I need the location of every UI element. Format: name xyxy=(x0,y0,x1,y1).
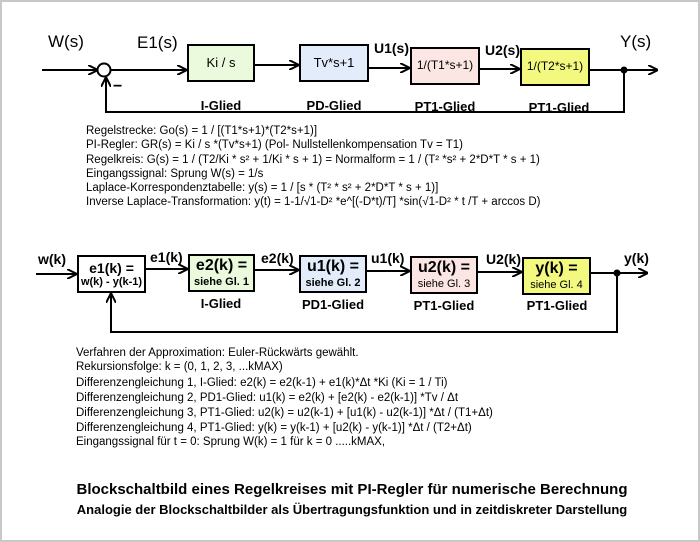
figure-title: Blockschaltbild eines Regelkreises mit P… xyxy=(76,481,628,498)
equation-line: Differenzengleichung 3, PT1-Glied: u2(k)… xyxy=(76,407,493,419)
feedback-line xyxy=(106,70,625,113)
block-pt1-a: 1/(T1*s+1) xyxy=(410,47,480,85)
branch-point-discrete xyxy=(613,269,621,277)
block-e1k-text: e1(k) = xyxy=(89,259,134,276)
block-pt1-b: 1/(T2*s+1) xyxy=(520,48,590,86)
block-e2k-text: e2(k) = xyxy=(195,257,248,275)
equation-line: Rekursionsfolge: k = (0, 1, 2, 3, ...kMA… xyxy=(76,361,283,373)
block-u1k-sub: siehe Gl. 2 xyxy=(305,276,361,289)
block-pd-text: Tv*s+1 xyxy=(313,54,355,70)
branch-point xyxy=(620,66,628,74)
block-u2k: u2(k) = siehe Gl. 3 xyxy=(410,256,478,294)
signal-u1k: u1(k) xyxy=(371,250,405,266)
signal-y: Y(s) xyxy=(620,32,652,51)
equation-line: Inverse Laplace-Transformation: y(t) = 1… xyxy=(86,196,541,208)
equation-line: Regelstrecke: Go(s) = 1 / [(T1*s+1)*(T2*… xyxy=(86,125,318,137)
equation-line: Laplace-Korrespondenztabelle: y(s) = 1 /… xyxy=(86,182,439,194)
signal-e1: E1(s) xyxy=(137,33,178,52)
block-yk-sub: siehe Gl. 4 xyxy=(530,278,583,291)
signal-e2k: e2(k) xyxy=(261,250,294,266)
label-pt1-b-discrete: PT1-Glied xyxy=(526,298,588,313)
equation-line: Differenzengleichung 4, PT1-Glied: y(k) … xyxy=(76,422,472,434)
signal-u2k: U2(k) xyxy=(486,251,522,267)
block-e2k: e2(k) = siehe Gl. 1 xyxy=(188,254,255,292)
block-u2k-text: u2(k) = xyxy=(417,259,470,277)
signal-u1: U1(s) xyxy=(374,40,410,56)
equation-line: Differenzengleichung 1, I-Glied: e2(k) =… xyxy=(76,377,448,389)
signal-yk: y(k) xyxy=(624,250,649,266)
block-i-text: Ki / s xyxy=(206,54,236,70)
equation-line: Differenzengleichung 2, PD1-Glied: u1(k)… xyxy=(76,392,459,404)
label-pt1-a: PT1-Glied xyxy=(414,99,476,114)
signal-w: W(s) xyxy=(48,32,84,51)
block-u1k: u1(k) = siehe Gl. 2 xyxy=(299,255,367,293)
figure-subtitle: Analogie der Blockschaltbilder als Übert… xyxy=(76,502,628,517)
signal-e1k: e1(k) xyxy=(150,249,183,265)
block-i: Ki / s xyxy=(187,44,255,82)
block-pt1-a-text: 1/(T1*s+1) xyxy=(416,58,474,73)
equation-line: Eingangssignal für t = 0: Sprung W(k) = … xyxy=(76,436,386,448)
signal-wk: w(k) xyxy=(38,251,66,267)
block-yk: y(k) = siehe Gl. 4 xyxy=(522,257,591,295)
block-pd: Tv*s+1 xyxy=(299,44,369,82)
equation-line: Regelkreis: G(s) = 1 / (T2/Ki * s² + 1/K… xyxy=(86,154,540,166)
label-i: I-Glied xyxy=(200,98,242,113)
minus-sign: − xyxy=(113,78,123,95)
equation-line: Verfahren der Approximation: Euler-Rückw… xyxy=(76,347,359,359)
block-e1k-sub: w(k) - y(k-1) xyxy=(80,275,143,288)
block-e1k: e1(k) = w(k) - y(k-1) xyxy=(77,255,146,293)
label-pd: PD-Glied xyxy=(306,98,362,113)
block-pt1-b-text: 1/(T2*s+1) xyxy=(526,59,584,74)
block-e2k-sub: siehe Gl. 1 xyxy=(193,275,250,288)
signal-u2: U2(s) xyxy=(485,42,521,58)
label-pd1-discrete: PD1-Glied xyxy=(301,297,365,312)
label-i-discrete: I-Glied xyxy=(200,296,242,311)
equation-line: Eingangssignal: Sprung W(s) = 1/s xyxy=(86,168,264,180)
label-pt1-b: PT1-Glied xyxy=(528,100,590,115)
label-pt1-a-discrete: PT1-Glied xyxy=(413,298,475,313)
equation-line: PI-Regler: GR(s) = Ki / s *(Tv*s+1) (Pol… xyxy=(86,139,463,151)
summing-junction xyxy=(96,62,112,78)
feedback-line-discrete xyxy=(111,273,618,333)
block-yk-text: y(k) = xyxy=(535,260,578,278)
block-u1k-text: u1(k) = xyxy=(306,258,359,276)
block-u2k-sub: siehe Gl. 3 xyxy=(417,277,471,290)
